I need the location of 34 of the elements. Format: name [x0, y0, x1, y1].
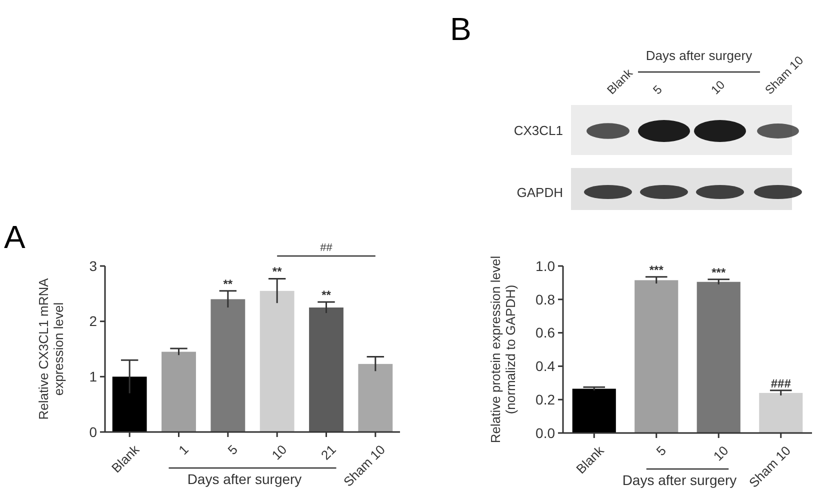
text: 10: [708, 78, 728, 98]
text: Days after surgery: [622, 472, 737, 488]
y-tick-label: 1: [89, 368, 98, 385]
annotation: ***: [649, 262, 664, 277]
annotation: ###: [770, 376, 792, 390]
y-tick-label: 1.0: [536, 258, 556, 274]
x-tick-label: 21: [318, 442, 339, 463]
y-tick-label: 0.2: [536, 392, 556, 408]
y-tick-label: 0.8: [536, 291, 556, 308]
annotation: ***: [712, 265, 726, 280]
annotation: **: [223, 276, 233, 291]
x-tick-label: 5: [653, 442, 669, 459]
text: B: [450, 11, 472, 47]
text: ##: [320, 242, 334, 254]
y-tick-label: 0.4: [536, 358, 556, 374]
y-tick-label: 2: [89, 313, 98, 330]
text: Days after surgery: [187, 471, 302, 487]
x-tick-label: 1: [176, 442, 192, 458]
y-axis-title: Relative CX3CL1 mRNA expression level: [36, 278, 66, 420]
text: Days after surgery: [646, 48, 753, 63]
text: CX3CL1: [514, 123, 563, 138]
y-tick-label: 0.6: [536, 324, 556, 341]
y-tick-label: 3: [89, 258, 98, 274]
y-axis-title: Relative protein expression level (normalizd to GAPDH): [488, 256, 518, 444]
text: GAPDH: [516, 185, 563, 200]
x-tick-label: 10: [268, 442, 290, 463]
annotation: **: [272, 264, 282, 279]
annotation: **: [322, 288, 332, 302]
x-tick-label: 5: [224, 442, 240, 458]
y-tick-label: 0.0: [536, 424, 556, 441]
chart-title: A: [4, 219, 26, 255]
text: 5: [650, 82, 666, 98]
y-tick-label: 0: [89, 424, 98, 440]
x-tick-label: 10: [710, 442, 732, 464]
